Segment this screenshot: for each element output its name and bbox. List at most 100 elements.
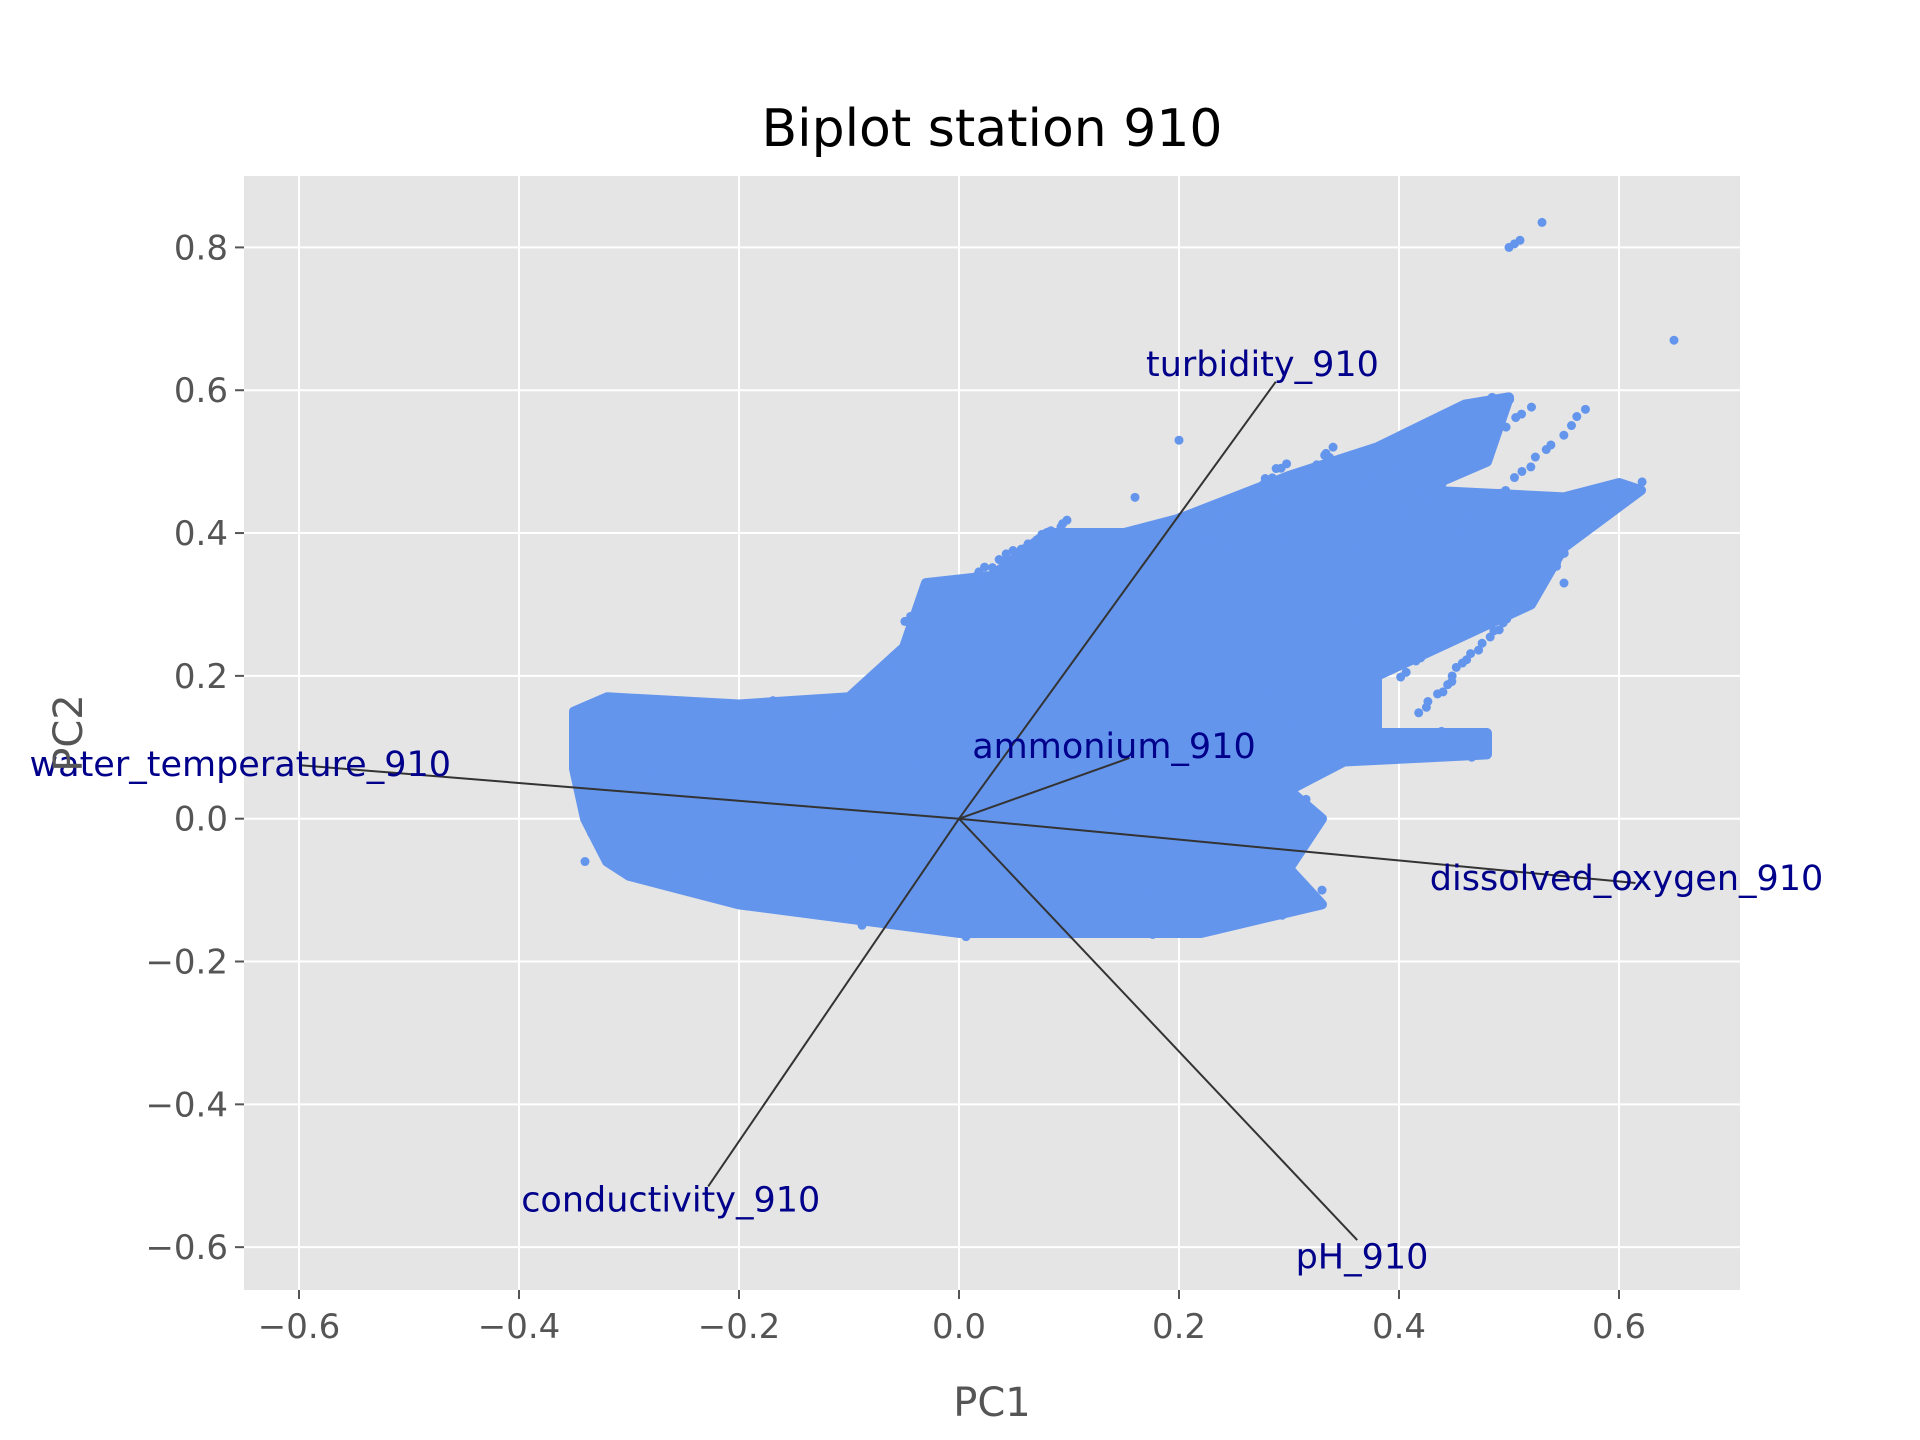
score-point xyxy=(1161,921,1171,931)
score-point xyxy=(1416,653,1426,663)
score-point xyxy=(1505,494,1515,504)
score-point xyxy=(1271,708,1281,718)
score-point xyxy=(1211,666,1221,676)
score-point xyxy=(978,665,988,675)
score-point xyxy=(749,841,759,851)
score-point xyxy=(733,866,743,876)
score-point xyxy=(1118,642,1128,652)
score-point xyxy=(1552,558,1562,568)
score-point xyxy=(930,715,940,725)
score-point xyxy=(1329,634,1339,644)
score-point xyxy=(1077,698,1087,708)
score-point xyxy=(598,836,608,846)
score-point xyxy=(933,784,943,794)
score-point xyxy=(658,872,668,882)
score-point xyxy=(1501,422,1511,432)
score-point xyxy=(702,811,712,821)
x-tick-label: 0.2 xyxy=(1152,1307,1206,1347)
score-point xyxy=(955,778,965,788)
score-point xyxy=(1475,408,1485,418)
score-point xyxy=(992,862,1002,872)
score-point xyxy=(674,854,684,864)
score-point xyxy=(1573,529,1583,539)
score-point xyxy=(1016,583,1026,593)
score-point xyxy=(639,865,649,875)
score-point xyxy=(610,846,620,856)
score-point xyxy=(1379,520,1389,530)
score-point xyxy=(1212,562,1222,572)
score-point xyxy=(654,767,664,777)
score-point xyxy=(1411,564,1421,574)
score-point xyxy=(1213,903,1223,913)
score-point xyxy=(1233,626,1243,636)
score-point xyxy=(1228,859,1238,869)
score-point xyxy=(805,818,815,828)
score-point xyxy=(1341,465,1351,475)
score-point xyxy=(1398,442,1408,452)
score-point xyxy=(756,706,766,716)
score-point xyxy=(636,789,646,799)
score-point xyxy=(843,848,853,858)
score-point xyxy=(844,791,854,801)
score-point xyxy=(1434,739,1444,749)
score-point xyxy=(1411,549,1421,559)
score-point xyxy=(1225,538,1235,548)
score-point xyxy=(1120,750,1130,760)
score-point xyxy=(1140,697,1150,707)
score-point xyxy=(1061,647,1071,657)
score-point xyxy=(617,850,627,860)
score-point xyxy=(969,704,979,714)
score-point xyxy=(995,608,1005,618)
score-point xyxy=(1361,628,1371,638)
score-point xyxy=(1023,539,1033,549)
score-point xyxy=(958,679,968,689)
score-point xyxy=(1458,621,1468,631)
score-point xyxy=(950,882,960,892)
score-point xyxy=(1057,877,1067,887)
score-point xyxy=(1637,477,1647,487)
score-point xyxy=(1197,881,1207,891)
score-point xyxy=(967,576,977,586)
score-point xyxy=(653,829,663,839)
score-point xyxy=(623,741,633,751)
score-point xyxy=(1234,851,1244,861)
score-point xyxy=(857,920,867,930)
score-point xyxy=(1375,471,1385,481)
score-point xyxy=(1553,501,1563,511)
score-point xyxy=(603,711,613,721)
score-point xyxy=(1281,869,1291,879)
score-point xyxy=(1341,638,1351,648)
score-point xyxy=(1192,813,1202,823)
score-point xyxy=(1421,462,1431,472)
score-point xyxy=(1005,656,1015,666)
score-point xyxy=(1487,416,1497,426)
score-point xyxy=(1200,828,1210,838)
score-point xyxy=(1157,661,1167,671)
score-point xyxy=(1267,473,1277,483)
score-point xyxy=(1055,604,1065,614)
score-point xyxy=(1477,638,1487,648)
score-point xyxy=(1187,628,1197,638)
score-point xyxy=(972,754,982,764)
score-point xyxy=(1249,716,1259,726)
score-point xyxy=(1217,787,1227,797)
score-point xyxy=(1307,896,1317,906)
score-point xyxy=(1133,701,1143,711)
x-tick-label: 0.4 xyxy=(1372,1307,1426,1347)
score-point xyxy=(574,753,584,763)
score-point xyxy=(612,733,622,743)
score-point xyxy=(1447,671,1457,681)
score-point xyxy=(1358,538,1368,548)
score-point xyxy=(913,672,923,682)
score-point xyxy=(1501,485,1511,495)
score-point xyxy=(1585,519,1595,529)
score-point xyxy=(828,861,838,871)
score-point xyxy=(631,801,641,811)
score-point xyxy=(1437,495,1447,505)
score-point xyxy=(1184,618,1194,628)
score-point xyxy=(1461,456,1471,466)
score-point xyxy=(1062,515,1072,525)
score-point xyxy=(1321,723,1331,733)
score-point xyxy=(1180,684,1190,694)
score-point xyxy=(832,709,842,719)
